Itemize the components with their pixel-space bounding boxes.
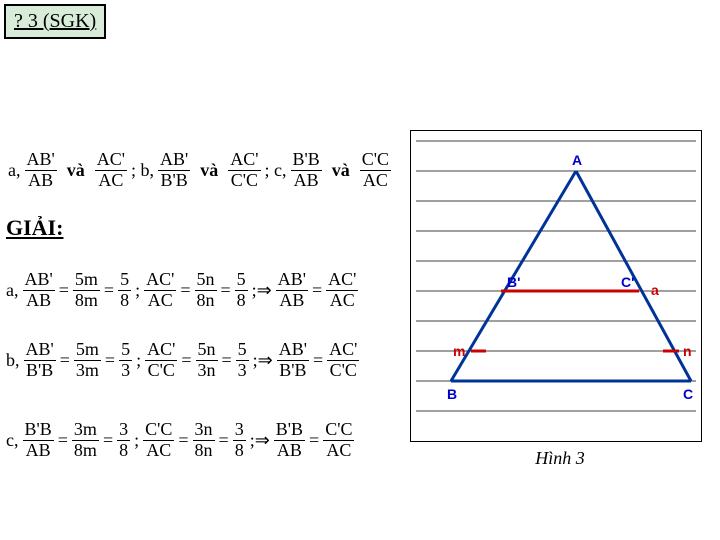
ratio-definitions: a, AB'AB và AC'AC ; b, AB'B'B và AC'C'C … bbox=[8, 150, 395, 191]
caption-text: Hình 3 bbox=[535, 448, 585, 468]
eqc-r1: B'BAB bbox=[274, 420, 305, 461]
svg-text:a: a bbox=[651, 282, 659, 298]
eqa-q3: 58 bbox=[235, 270, 248, 311]
eqa-q1: AC'AC bbox=[144, 270, 176, 311]
eqa-p2: 5m8m bbox=[73, 270, 100, 311]
label-b: ; b, bbox=[131, 160, 154, 181]
figure-caption: Hình 3 bbox=[410, 448, 710, 469]
lead-c: c, bbox=[6, 430, 19, 451]
frac-5: B'BAB bbox=[291, 150, 322, 191]
va-1: và bbox=[67, 160, 85, 181]
svg-text:m: m bbox=[453, 343, 465, 359]
svg-text:C': C' bbox=[621, 274, 634, 290]
eqb-p2: 5m3m bbox=[74, 340, 101, 381]
eqc-p3: 38 bbox=[117, 420, 130, 461]
exercise-ref: ? 3 (SGK) bbox=[14, 10, 96, 32]
eqa-p3: 58 bbox=[118, 270, 131, 311]
eqc-r2: C'CAC bbox=[323, 420, 354, 461]
label-c: ; c, bbox=[265, 160, 287, 181]
svg-text:A: A bbox=[572, 152, 582, 168]
eqc-p2: 3m8m bbox=[72, 420, 99, 461]
equation-a: a, AB'AB= 5m8m= 58; AC'AC= 5n8n= 58;⇒ AB… bbox=[6, 270, 362, 311]
svg-text:n: n bbox=[683, 343, 692, 359]
eqb-p3: 53 bbox=[119, 340, 132, 381]
eqc-q2: 3n8n bbox=[193, 420, 215, 461]
frac-4: AC'C'C bbox=[228, 150, 260, 191]
eqb-p1: AB'B'B bbox=[24, 340, 56, 381]
lead-a: a, bbox=[6, 280, 19, 301]
eqc-p1: B'BAB bbox=[23, 420, 54, 461]
label-a: a, bbox=[8, 160, 21, 181]
svg-text:B': B' bbox=[507, 274, 520, 290]
frac-1: AB'AB bbox=[25, 150, 57, 191]
eqb-r1: AB'B'B bbox=[277, 340, 309, 381]
figure-panel: A B C B' C' a m n Hình 3 bbox=[410, 130, 710, 469]
frac-6: C'CAC bbox=[360, 150, 391, 191]
eqa-r2: AC'AC bbox=[326, 270, 358, 311]
eqa-r1: AB'AB bbox=[276, 270, 308, 311]
eqb-q1: AC'C'C bbox=[145, 340, 177, 381]
va-2: và bbox=[200, 160, 218, 181]
va-3: và bbox=[332, 160, 350, 181]
eqb-r2: AC'C'C bbox=[327, 340, 359, 381]
eqb-q3: 53 bbox=[236, 340, 249, 381]
svg-text:B: B bbox=[447, 386, 457, 402]
eqa-p1: AB'AB bbox=[23, 270, 55, 311]
equation-c: c, B'BAB= 3m8m= 38; C'CAC= 3n8n= 38;⇒ B'… bbox=[6, 420, 358, 461]
svg-text:C: C bbox=[683, 386, 693, 402]
frac-2: AC'AC bbox=[95, 150, 127, 191]
equation-b: b, AB'B'B= 5m3m= 53; AC'C'C= 5n3n= 53;⇒ … bbox=[6, 340, 363, 381]
eqc-q3: 38 bbox=[233, 420, 246, 461]
lead-b: b, bbox=[6, 350, 20, 371]
eqb-q2: 5n3n bbox=[196, 340, 218, 381]
triangle-figure: A B C B' C' a m n bbox=[410, 130, 702, 442]
solution-heading: GIẢI: bbox=[6, 215, 63, 241]
eqa-q2: 5n8n bbox=[195, 270, 217, 311]
eqc-q1: C'CAC bbox=[143, 420, 174, 461]
frac-3: AB'B'B bbox=[158, 150, 190, 191]
exercise-ref-box: ? 3 (SGK) bbox=[4, 4, 106, 39]
